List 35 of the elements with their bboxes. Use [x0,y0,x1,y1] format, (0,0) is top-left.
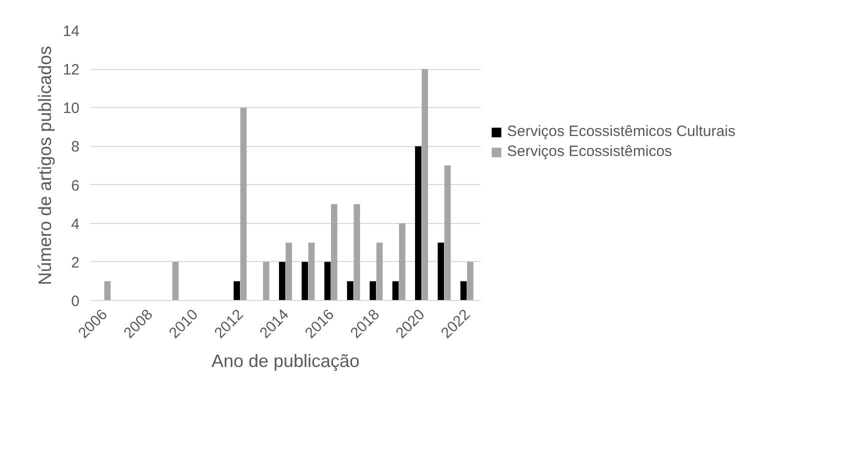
bar [415,146,422,300]
bar [347,281,354,300]
x-axis-title: Ano de publicação [211,350,360,371]
legend-label: Serviços Ecossistêmicos [507,143,672,160]
y-tick-label: 10 [62,100,80,118]
bar [444,166,451,300]
bar [262,262,270,300]
bar [302,262,308,300]
bar [278,262,286,300]
y-tick-label: 4 [71,216,80,233]
y-tick-label: 0 [71,293,80,310]
bar [354,204,360,300]
y-tick-label: 2 [71,254,80,272]
bar [234,281,240,300]
bar [376,242,383,300]
legend-label: Serviços Ecossistêmicos Culturais [507,123,736,140]
bar [104,281,111,300]
y-tick-label: 6 [71,177,80,194]
y-axis-title: Número de artigos publicados [34,46,55,286]
bar [331,204,338,300]
bar [286,242,292,300]
bar [370,281,376,300]
bar [392,281,399,300]
y-tick-label: 8 [71,138,80,156]
bar [399,223,406,300]
bar [324,262,331,300]
bar [460,281,467,300]
bar [438,242,444,300]
bar [467,262,474,300]
y-tick-label: 14 [62,23,80,40]
bar [172,262,179,300]
bar [240,108,247,300]
bar [308,242,315,300]
y-tick-label: 12 [62,62,80,79]
bar [422,69,428,300]
